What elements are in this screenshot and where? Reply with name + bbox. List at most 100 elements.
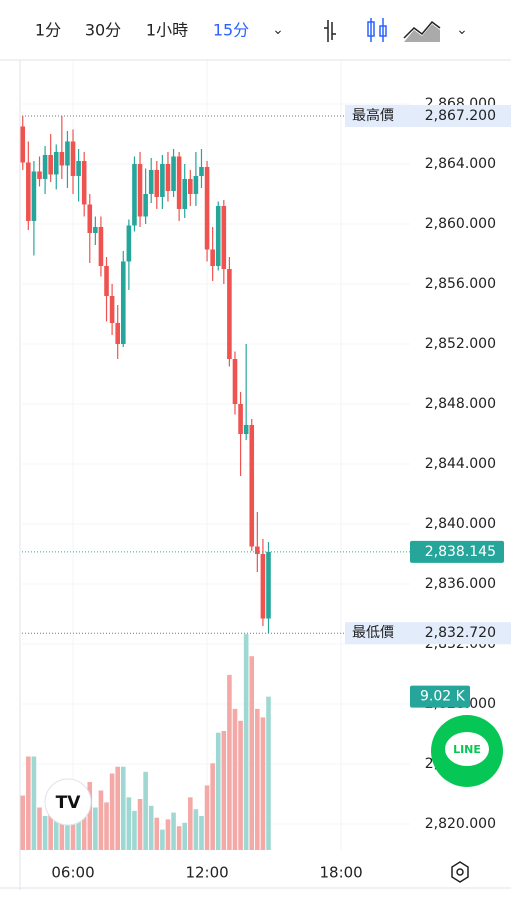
chevron[interactable]: ⌄ [272,22,284,38]
candle-body [76,160,81,176]
toolbar: 1分 30分 1小時 15分 [35,21,249,40]
candle-body [260,554,266,619]
candle-body [26,162,31,221]
y-tick-label: 2,864.000 [425,156,496,172]
volume-tag: 9.02 K [420,689,466,705]
interval-button[interactable]: 30分 [85,21,121,40]
interval-button[interactable]: 15分 [213,21,249,40]
logo: TV [56,793,82,813]
volume-bar [210,763,215,850]
candle-body [20,126,26,163]
volume-bar [26,756,31,850]
candle-body [238,403,243,435]
candle-body [37,171,42,179]
volume-bar [132,810,137,850]
volume-bar [221,731,227,850]
volume-bar [76,812,81,850]
candles [20,115,271,634]
line-button[interactable]: LINE [453,743,481,756]
volume-bar [260,717,266,850]
volume-bar [109,773,115,850]
candle-body [109,295,115,323]
volume-bar [160,829,165,850]
volume-bar [249,656,255,850]
volume-bar [255,708,260,850]
volume-bar [81,790,87,850]
line-bubble [445,732,489,766]
area-icon[interactable] [403,20,441,42]
y-tick-label: 2,852.000 [425,336,496,352]
candle-body [165,163,171,191]
volume-bar [65,802,70,850]
volume-bar [120,766,126,850]
volume-bar [215,732,221,850]
price-axis: 2,820.0002,824.0002,828.0002,832.0002,83… [425,96,496,832]
candle-body [98,226,104,266]
volume-bar [20,795,26,850]
volume-bar [98,790,104,850]
candle-body [193,175,199,194]
volume-bar [126,797,132,850]
candle-body [42,154,48,179]
volume-bar [48,797,53,850]
x-tick-label: 12:00 [185,864,228,882]
candle-body [171,156,176,191]
volume-bar [193,809,199,850]
volume-bar [171,812,176,850]
candle-body [115,322,120,344]
candle-body [81,160,87,205]
last-price-label: 2,838.145 [425,544,496,560]
volume-bar [115,766,120,850]
volume-bar [182,822,188,850]
y-tick-label: 2,840.000 [425,516,496,532]
candle-body [176,156,182,209]
candle-body [249,425,255,547]
candle-body [160,163,165,197]
volume-bar [188,797,193,850]
candle-body [104,265,109,296]
y-tick-label: 2,860.000 [425,216,496,232]
candle-body [266,551,271,619]
bar-icon[interactable] [324,20,336,42]
volume-bar [87,782,93,850]
candle-body [188,178,193,194]
volume-bar [165,819,171,850]
candle-body [210,249,215,266]
interval-button[interactable]: 1小時 [146,21,188,40]
volume-bar [176,826,182,850]
logo-bg [44,778,92,826]
volume-bar [232,708,238,850]
volume-bar [31,756,37,850]
x-tick-label: 06:00 [51,864,94,882]
volume-bar [104,802,109,850]
interval-button[interactable]: 1分 [35,21,61,40]
candle-body [221,205,227,269]
settings-icon[interactable] [451,861,469,883]
candle-body [232,358,238,404]
candle-body [132,163,137,226]
volume-bar [199,816,204,850]
candle-body [65,141,70,166]
candle-body [59,151,65,166]
candle-body [87,204,93,233]
candle-body [148,169,154,194]
volume-bar [243,634,249,850]
volume-tag-bg [410,685,470,708]
price-tag-bg [345,622,511,645]
candle-body [126,225,132,262]
volume-bar [137,799,143,850]
volume-bar [154,817,160,850]
candle-body [182,178,188,209]
candle-body [93,226,98,233]
chevron[interactable]: ⌄ [456,22,468,38]
y-tick-label: 2,856.000 [425,276,496,292]
y-tick-label: 2,844.000 [425,456,496,472]
price-tag-name: 最低價 [352,624,394,641]
candle-body [53,151,59,175]
candle-body [31,171,37,221]
candle-body [154,169,160,197]
volume-bar [266,696,271,850]
candle-icon[interactable] [367,18,387,42]
